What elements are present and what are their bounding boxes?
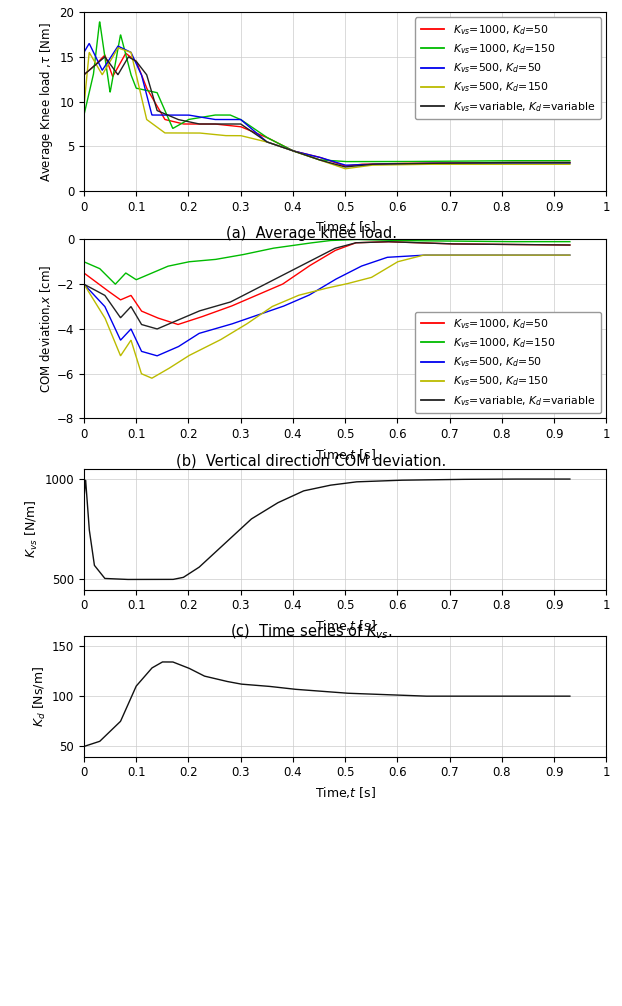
Y-axis label: $K_d$ [Ns/m]: $K_d$ [Ns/m] xyxy=(32,666,48,726)
Text: (c)  Time series of $K_{vs}$.: (c) Time series of $K_{vs}$. xyxy=(230,623,392,641)
Y-axis label: Average Knee load ,$\tau$ [Nm]: Average Knee load ,$\tau$ [Nm] xyxy=(38,22,55,181)
Legend: $K_{vs}$=1000, $K_d$=50, $K_{vs}$=1000, $K_d$=150, $K_{vs}$=500, $K_d$=50, $K_{v: $K_{vs}$=1000, $K_d$=50, $K_{vs}$=1000, … xyxy=(415,312,601,413)
Legend: $K_{vs}$=1000, $K_d$=50, $K_{vs}$=1000, $K_d$=150, $K_{vs}$=500, $K_d$=50, $K_{v: $K_{vs}$=1000, $K_d$=50, $K_{vs}$=1000, … xyxy=(415,17,601,119)
Y-axis label: $K_{vs}$ [N/m]: $K_{vs}$ [N/m] xyxy=(24,500,40,558)
Text: (b)  Vertical direction COM deviation.: (b) Vertical direction COM deviation. xyxy=(176,454,446,469)
X-axis label: Time,$t$ [s]: Time,$t$ [s] xyxy=(315,618,376,633)
X-axis label: Time,$t$ [s]: Time,$t$ [s] xyxy=(315,785,376,800)
Y-axis label: COM deviation,$x$ [cm]: COM deviation,$x$ [cm] xyxy=(38,265,53,393)
X-axis label: Time,$t$ [s]: Time,$t$ [s] xyxy=(315,219,376,234)
X-axis label: Time,$t$ [s]: Time,$t$ [s] xyxy=(315,447,376,462)
Text: (a)  Average knee load.: (a) Average knee load. xyxy=(226,226,396,241)
